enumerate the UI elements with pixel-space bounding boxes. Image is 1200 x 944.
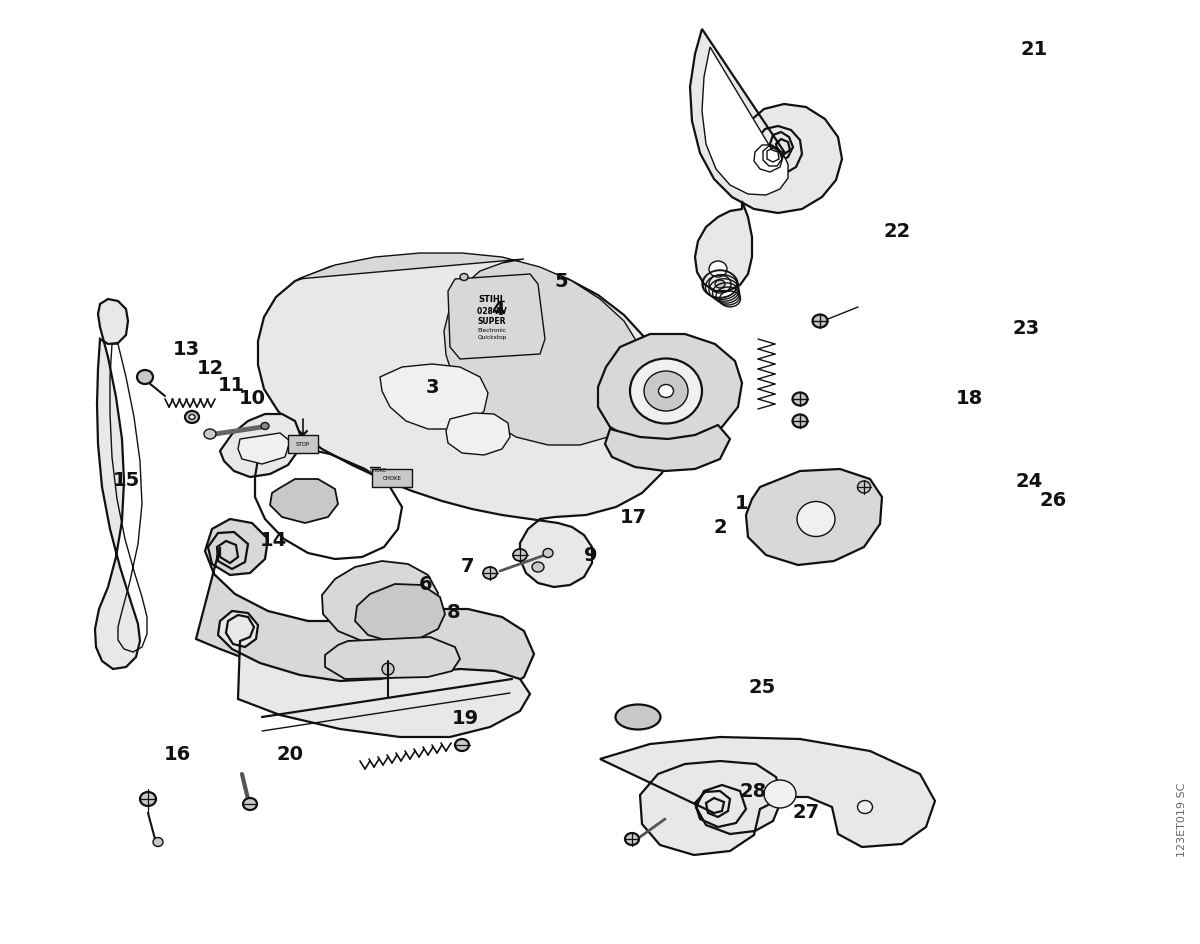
Text: 18: 18 xyxy=(956,389,983,408)
Text: 8: 8 xyxy=(446,602,461,621)
Ellipse shape xyxy=(812,315,828,329)
Ellipse shape xyxy=(644,372,688,412)
Ellipse shape xyxy=(514,549,527,562)
Ellipse shape xyxy=(262,423,269,430)
Text: 9: 9 xyxy=(583,546,598,565)
Ellipse shape xyxy=(792,393,808,406)
Ellipse shape xyxy=(630,359,702,424)
Ellipse shape xyxy=(659,385,673,398)
Text: 23: 23 xyxy=(1013,319,1039,338)
Text: 17: 17 xyxy=(620,508,647,527)
Polygon shape xyxy=(690,30,842,213)
Text: 26: 26 xyxy=(1040,491,1067,510)
Polygon shape xyxy=(446,413,510,456)
Polygon shape xyxy=(695,202,752,292)
Text: 4: 4 xyxy=(491,300,505,319)
Polygon shape xyxy=(325,637,460,680)
Text: 15: 15 xyxy=(113,470,139,489)
Ellipse shape xyxy=(858,801,872,814)
Ellipse shape xyxy=(858,481,870,494)
Text: CHOKE: CHOKE xyxy=(370,467,388,472)
Text: 6: 6 xyxy=(419,574,433,593)
Ellipse shape xyxy=(616,705,660,730)
Polygon shape xyxy=(598,334,742,447)
Ellipse shape xyxy=(154,837,163,847)
Polygon shape xyxy=(372,469,412,487)
Polygon shape xyxy=(380,364,488,430)
Polygon shape xyxy=(600,737,935,855)
Ellipse shape xyxy=(542,548,553,558)
Polygon shape xyxy=(196,519,534,703)
Text: 25: 25 xyxy=(749,678,775,697)
Ellipse shape xyxy=(482,567,497,580)
Text: 123ET019 SC: 123ET019 SC xyxy=(1177,782,1187,856)
Ellipse shape xyxy=(715,280,725,289)
Ellipse shape xyxy=(204,430,216,440)
Ellipse shape xyxy=(382,664,394,675)
Text: 28: 28 xyxy=(740,782,767,801)
Polygon shape xyxy=(605,426,730,471)
Text: STIHL: STIHL xyxy=(479,295,505,304)
Polygon shape xyxy=(288,435,318,453)
Text: CHOKE: CHOKE xyxy=(383,476,402,481)
Text: 3: 3 xyxy=(425,378,439,396)
Polygon shape xyxy=(322,562,438,641)
Polygon shape xyxy=(95,299,140,669)
Text: 19: 19 xyxy=(452,708,479,727)
Polygon shape xyxy=(448,275,545,360)
Ellipse shape xyxy=(242,799,257,810)
Text: Electronic: Electronic xyxy=(478,328,506,332)
Text: 27: 27 xyxy=(793,802,820,821)
Text: 24: 24 xyxy=(1016,472,1043,491)
Ellipse shape xyxy=(532,563,544,572)
Text: 1: 1 xyxy=(734,494,749,513)
Ellipse shape xyxy=(625,834,640,845)
Text: 028 AV: 028 AV xyxy=(478,306,506,315)
Ellipse shape xyxy=(460,274,468,281)
Text: 7: 7 xyxy=(461,557,475,576)
Text: 10: 10 xyxy=(239,389,265,408)
Text: 11: 11 xyxy=(218,376,245,395)
Ellipse shape xyxy=(792,415,808,428)
Text: 16: 16 xyxy=(164,744,191,763)
Ellipse shape xyxy=(140,792,156,806)
Text: 22: 22 xyxy=(884,222,911,241)
Text: SUPER: SUPER xyxy=(478,316,506,325)
Text: 2: 2 xyxy=(713,517,727,536)
Polygon shape xyxy=(355,584,445,642)
Text: 13: 13 xyxy=(173,340,199,359)
Ellipse shape xyxy=(455,739,469,751)
Polygon shape xyxy=(258,256,678,587)
Polygon shape xyxy=(218,612,530,737)
Polygon shape xyxy=(298,254,648,446)
Polygon shape xyxy=(270,480,338,523)
Ellipse shape xyxy=(709,261,727,278)
Text: STOP: STOP xyxy=(296,442,310,447)
Text: 14: 14 xyxy=(260,531,287,549)
Text: 20: 20 xyxy=(277,744,304,763)
Text: 12: 12 xyxy=(197,359,223,378)
Polygon shape xyxy=(702,48,788,195)
Ellipse shape xyxy=(137,371,154,384)
Polygon shape xyxy=(238,433,290,464)
Text: Quickstop: Quickstop xyxy=(478,335,506,340)
Text: 21: 21 xyxy=(1021,40,1048,59)
Polygon shape xyxy=(220,414,300,478)
Ellipse shape xyxy=(190,415,194,420)
Ellipse shape xyxy=(185,412,199,424)
Ellipse shape xyxy=(797,502,835,537)
Text: 5: 5 xyxy=(554,272,569,291)
Polygon shape xyxy=(746,469,882,565)
Ellipse shape xyxy=(764,780,796,808)
